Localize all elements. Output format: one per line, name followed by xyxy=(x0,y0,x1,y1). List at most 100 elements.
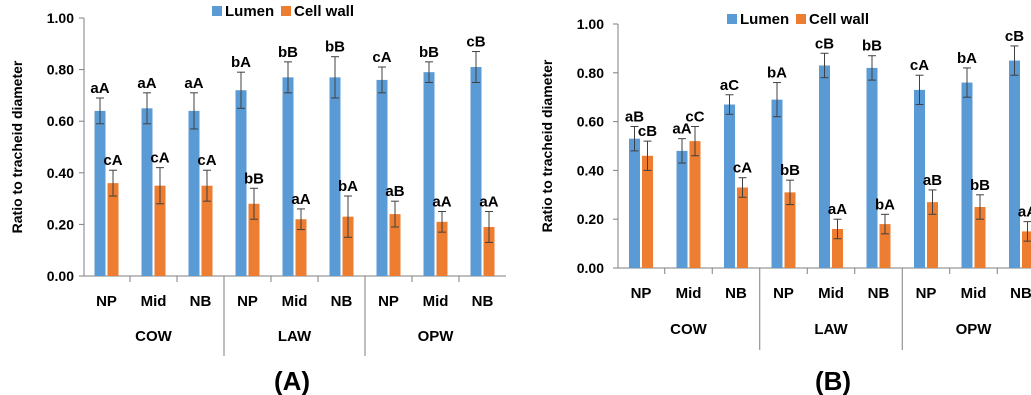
cell-wall-bar xyxy=(927,202,938,268)
lumen-bar xyxy=(282,77,294,276)
significance-label: cA xyxy=(103,152,122,169)
lumen-bar xyxy=(329,77,341,276)
category-label: NP xyxy=(916,285,937,302)
significance-label: cB xyxy=(1005,28,1024,45)
y-tick-label: 0.00 xyxy=(577,260,604,276)
y-tick-label: 0.40 xyxy=(577,162,604,178)
significance-label: cA xyxy=(372,49,391,66)
legend-label-lumen: Lumen xyxy=(225,3,274,20)
category-label: NB xyxy=(331,293,353,310)
significance-label: cA xyxy=(910,57,929,74)
significance-label: cB xyxy=(638,123,657,140)
y-tick-label: 0.00 xyxy=(47,268,74,284)
lumen-bar xyxy=(141,108,153,276)
y-tick-label: 0.80 xyxy=(577,65,604,81)
significance-label: aB xyxy=(625,108,644,125)
lumen-bar xyxy=(470,67,482,277)
chart-panel-a: 0.00 0.20 0.40 0.60 0.80 1.00 Ratio to trachei… xyxy=(9,3,506,395)
significance-label: cA xyxy=(150,150,169,167)
y-tick-label: 0.60 xyxy=(47,113,74,129)
y-tick-label: 0.20 xyxy=(47,216,74,232)
legend: Lumen Cell wall xyxy=(727,11,869,28)
lumen-bar xyxy=(423,72,435,277)
significance-label: aA xyxy=(184,75,203,92)
legend-label-cell-wall: Cell wall xyxy=(809,11,869,28)
cell-wall-bar xyxy=(201,185,213,276)
legend-swatch-lumen xyxy=(727,14,737,24)
group-label: LAW xyxy=(278,328,312,345)
group-label: LAW xyxy=(814,321,848,338)
cell-wall-bar xyxy=(642,155,653,268)
lumen-bar xyxy=(376,79,388,276)
lumen-bar xyxy=(771,99,783,268)
cell-wall-bar xyxy=(832,228,843,268)
significance-label: bB xyxy=(419,44,439,61)
significance-label: bA xyxy=(875,196,895,213)
significance-label: bA xyxy=(338,178,358,195)
significance-label: cB xyxy=(815,35,834,52)
lumen-bar xyxy=(676,150,688,268)
significance-label: bB xyxy=(862,38,882,55)
legend-label-lumen: Lumen xyxy=(740,11,789,28)
panel-label: (B) xyxy=(815,366,851,395)
category-label: NB xyxy=(1010,285,1031,302)
significance-label: bB xyxy=(278,44,298,61)
significance-label: bA xyxy=(231,54,251,71)
lumen-bar xyxy=(629,138,640,268)
category-label: NP xyxy=(631,285,652,302)
group-label: COW xyxy=(135,328,173,345)
group-label: OPW xyxy=(956,321,993,338)
lumen-bar xyxy=(94,110,106,276)
legend: Lumen Cell wall xyxy=(212,3,354,20)
legend-label-cell-wall: Cell wall xyxy=(294,3,354,20)
cell-wall-bar xyxy=(974,207,986,268)
cell-wall-bar xyxy=(248,203,260,276)
lumen-bar xyxy=(961,82,973,268)
y-tick-label: 1.00 xyxy=(577,16,604,32)
legend-swatch-lumen xyxy=(212,6,222,16)
significance-label: bA xyxy=(957,50,977,67)
cell-wall-bar xyxy=(879,224,891,268)
panel-label: (A) xyxy=(274,366,310,395)
category-label: NP xyxy=(96,293,117,310)
cell-wall-bar xyxy=(389,214,401,276)
category-label: Mid xyxy=(818,285,844,302)
significance-label: aA xyxy=(672,121,691,138)
lumen-bar xyxy=(724,104,735,269)
significance-label: bB xyxy=(244,170,264,187)
category-label: NP xyxy=(237,293,258,310)
legend-swatch-cell-wall xyxy=(796,14,806,24)
significance-label: aA xyxy=(828,201,847,218)
significance-label: aA xyxy=(432,194,451,211)
significance-label: cC xyxy=(685,108,704,125)
y-tick-label: 0.60 xyxy=(577,114,604,130)
lumen-bar xyxy=(866,67,878,268)
y-tick-label: 1.00 xyxy=(47,10,74,26)
significance-label: aA xyxy=(479,194,498,211)
cell-wall-bar xyxy=(436,221,448,276)
lumen-bar xyxy=(819,65,830,268)
cell-wall-bar xyxy=(1022,231,1031,268)
significance-label: aC xyxy=(720,77,739,94)
chart-panel-b: 0.00 0.20 0.40 0.60 0.80 1.00 Ratio to trachei… xyxy=(539,11,1031,395)
cell-wall-bar xyxy=(107,183,119,276)
category-label: Mid xyxy=(676,285,702,302)
significance-label: bB xyxy=(325,39,345,56)
lumen-bar xyxy=(188,110,200,276)
category-label: Mid xyxy=(423,293,449,310)
significance-label: bB xyxy=(970,177,990,194)
category-label: NP xyxy=(378,293,399,310)
group-label: OPW xyxy=(418,328,455,345)
cell-wall-bar xyxy=(483,226,495,276)
category-label: NP xyxy=(773,285,794,302)
significance-label: bB xyxy=(780,162,800,179)
category-label: NB xyxy=(868,285,890,302)
significance-label: aA xyxy=(90,80,109,97)
y-axis-title: Ratio to tracheid diameter xyxy=(539,59,555,232)
lumen-bar xyxy=(235,90,247,277)
significance-label: aA xyxy=(137,75,156,92)
significance-label: aB xyxy=(923,172,942,189)
cell-wall-bar xyxy=(342,216,354,276)
y-tick-label: 0.80 xyxy=(47,62,74,78)
